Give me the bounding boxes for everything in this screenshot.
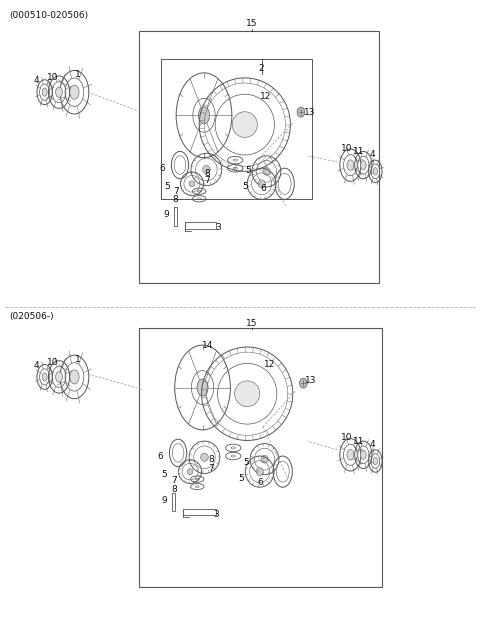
Ellipse shape: [42, 88, 47, 97]
Text: 14: 14: [202, 341, 213, 350]
Text: (000510-020506): (000510-020506): [10, 11, 89, 20]
Text: 6: 6: [257, 478, 263, 487]
Text: 7: 7: [204, 176, 210, 185]
Circle shape: [297, 107, 305, 117]
Text: 9: 9: [163, 211, 169, 219]
Ellipse shape: [70, 85, 79, 99]
Text: 10: 10: [341, 144, 352, 153]
Ellipse shape: [360, 161, 366, 169]
Text: 2: 2: [259, 64, 264, 73]
Ellipse shape: [42, 373, 47, 381]
Text: 15: 15: [246, 19, 258, 28]
Ellipse shape: [263, 168, 270, 175]
Text: 12: 12: [264, 360, 276, 369]
Bar: [172, 493, 176, 511]
Ellipse shape: [261, 455, 268, 463]
Ellipse shape: [187, 468, 193, 475]
Ellipse shape: [360, 450, 366, 459]
Text: 5: 5: [245, 166, 251, 174]
Ellipse shape: [256, 468, 263, 475]
Bar: [139, 328, 382, 587]
Text: 10: 10: [47, 74, 58, 82]
Bar: [173, 207, 177, 226]
Ellipse shape: [235, 381, 260, 407]
Text: 6: 6: [159, 164, 165, 173]
Bar: [185, 222, 216, 229]
Bar: [161, 59, 312, 199]
Ellipse shape: [56, 87, 62, 97]
Text: 4: 4: [34, 77, 39, 85]
Text: 5: 5: [239, 474, 244, 483]
Text: (020506-): (020506-): [10, 312, 54, 321]
Text: 10: 10: [47, 358, 58, 367]
Text: 13: 13: [305, 376, 317, 384]
Text: 1: 1: [75, 70, 81, 79]
Text: 13: 13: [304, 108, 315, 117]
Text: 15: 15: [246, 320, 258, 328]
Text: 6: 6: [157, 452, 163, 460]
Text: 5: 5: [242, 183, 248, 191]
Bar: [139, 31, 379, 283]
Text: 11: 11: [353, 147, 365, 156]
Text: 1: 1: [75, 355, 81, 364]
Text: 7: 7: [208, 464, 214, 473]
Ellipse shape: [347, 160, 354, 170]
Ellipse shape: [232, 112, 257, 138]
Text: 5: 5: [243, 458, 249, 467]
Text: 3: 3: [216, 223, 221, 232]
Text: 4: 4: [369, 440, 375, 449]
Text: 10: 10: [341, 433, 352, 442]
Ellipse shape: [56, 372, 62, 382]
Text: 7: 7: [171, 477, 177, 485]
Ellipse shape: [347, 450, 354, 460]
Text: 6: 6: [260, 184, 266, 193]
Text: 3: 3: [213, 510, 219, 519]
Ellipse shape: [203, 165, 210, 174]
Ellipse shape: [70, 370, 79, 384]
Text: 8: 8: [208, 455, 214, 464]
Text: 5: 5: [161, 470, 167, 479]
Text: 4: 4: [34, 361, 39, 370]
Text: 9: 9: [161, 497, 167, 505]
Bar: [183, 509, 216, 515]
Text: 8: 8: [204, 169, 210, 178]
Text: 8: 8: [173, 195, 179, 204]
Text: 7: 7: [173, 188, 179, 196]
Text: 11: 11: [353, 437, 365, 445]
Ellipse shape: [373, 168, 378, 175]
Ellipse shape: [198, 107, 210, 124]
Text: 8: 8: [171, 485, 177, 493]
Text: 5: 5: [164, 182, 170, 191]
Ellipse shape: [258, 180, 265, 188]
Ellipse shape: [189, 181, 195, 187]
Ellipse shape: [201, 454, 208, 461]
Circle shape: [300, 378, 307, 388]
Ellipse shape: [373, 457, 378, 465]
Text: 4: 4: [369, 150, 375, 159]
Ellipse shape: [197, 379, 208, 396]
Text: 12: 12: [260, 92, 271, 101]
